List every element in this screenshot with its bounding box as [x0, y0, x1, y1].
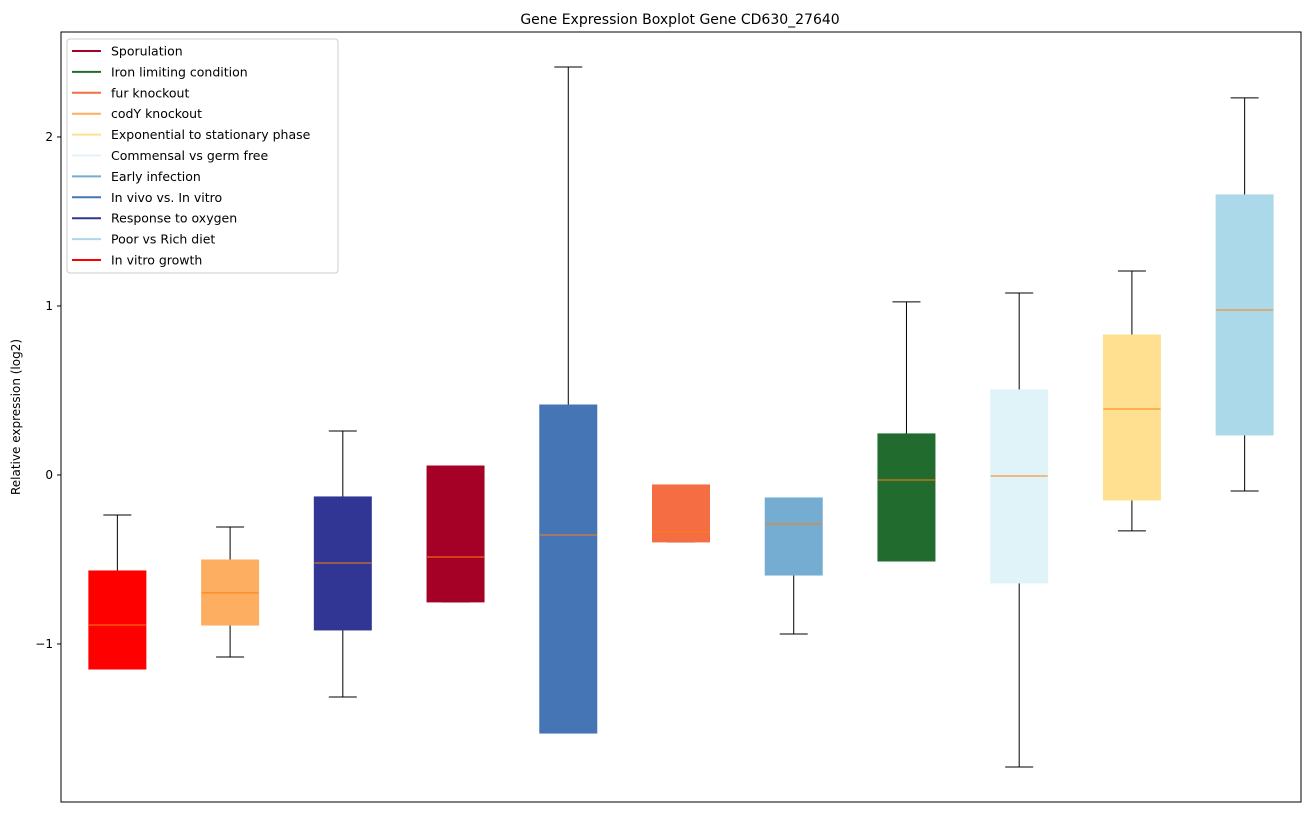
y-tick-label: 2 — [45, 130, 53, 144]
box — [764, 497, 823, 576]
box-group — [539, 66, 598, 734]
legend-label: Sporulation — [111, 44, 183, 59]
legend-label: Poor vs Rich diet — [111, 232, 215, 247]
y-tick-label: 1 — [45, 299, 53, 313]
box-group — [652, 484, 710, 543]
box-group — [201, 526, 260, 658]
legend-label: Iron limiting condition — [111, 64, 248, 79]
box — [426, 465, 485, 603]
box — [88, 570, 147, 670]
box — [652, 484, 710, 543]
box — [1215, 194, 1274, 436]
legend: Sporulation Iron limiting condition fur kn… — [66, 38, 339, 274]
legend-label: In vitro growth — [111, 253, 202, 268]
box-group — [1102, 270, 1161, 532]
box — [877, 433, 936, 562]
box-group — [1215, 97, 1274, 492]
box — [539, 404, 598, 734]
chart-title: Gene Expression Boxplot Gene CD630_27640 — [520, 12, 839, 28]
box-group — [764, 497, 823, 635]
legend-label: Early infection — [111, 169, 201, 184]
legend-label: In vivo vs. In vitro — [111, 190, 222, 205]
legend-label: codY knockout — [111, 106, 202, 121]
box-group — [88, 514, 147, 670]
box-group — [877, 301, 936, 562]
y-tick-label: −1 — [35, 637, 53, 651]
box-group — [426, 465, 485, 603]
box-group — [990, 292, 1049, 768]
legend-label: Response to oxygen — [111, 211, 237, 226]
box-group — [313, 430, 372, 698]
y-tick-label: 0 — [45, 468, 53, 482]
legend-label: Exponential to stationary phase — [111, 127, 311, 142]
legend-label: fur knockout — [111, 85, 189, 100]
legend-label: Commensal vs germ free — [111, 148, 268, 163]
legend-frame — [66, 38, 339, 274]
y-axis-label: Relative expression (log2) — [9, 339, 23, 495]
box — [1102, 334, 1161, 501]
plot-frame — [60, 31, 1302, 803]
box — [990, 389, 1049, 584]
